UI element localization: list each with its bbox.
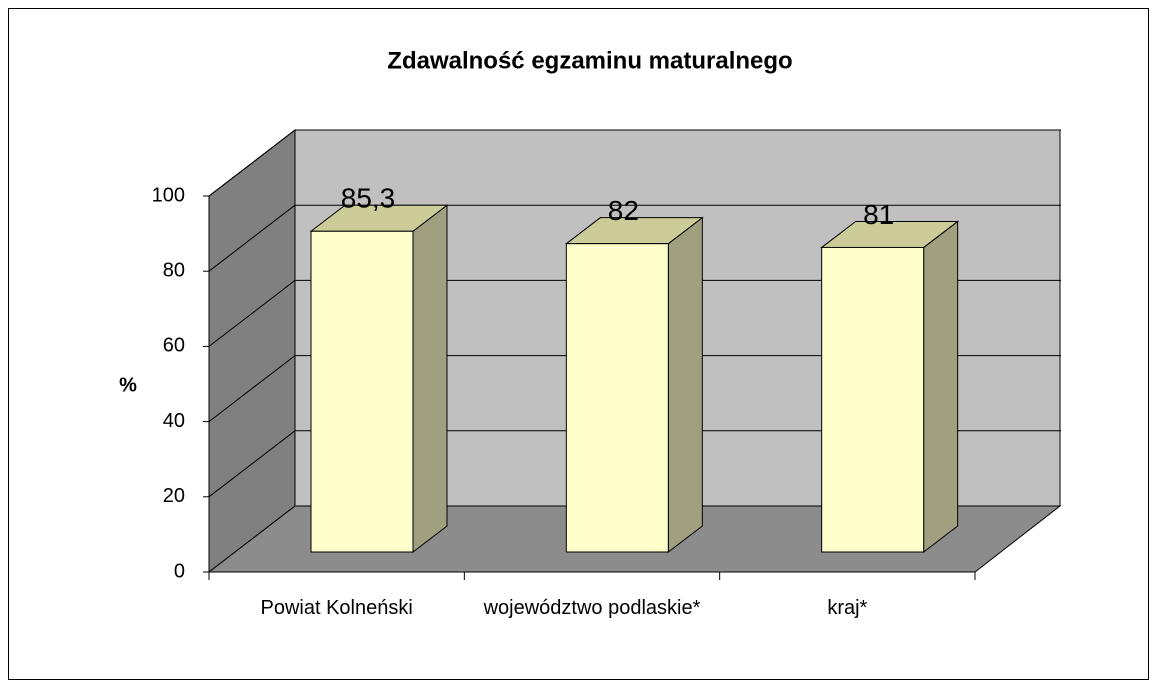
bar-side xyxy=(923,220,959,554)
left-wall xyxy=(208,128,296,574)
y-tick-label: 60 xyxy=(163,335,185,357)
grid-line xyxy=(208,129,296,197)
y-tick-label: 0 xyxy=(174,560,185,582)
y-tick-label: 20 xyxy=(163,485,185,507)
x-tick-label: Powiat Kolneński xyxy=(260,597,413,619)
y-tick-label: 80 xyxy=(163,259,185,281)
bar-side xyxy=(667,216,703,554)
grid-line xyxy=(208,204,296,272)
grid-line xyxy=(208,280,296,347)
x-tick-label: województwo podlaskie* xyxy=(483,597,701,619)
y-axis-label: % xyxy=(119,374,137,396)
value-label: 81 xyxy=(863,199,894,230)
chart-title: Zdawalność egzaminu maturalnego xyxy=(387,47,792,74)
x-tick-label: kraj* xyxy=(827,597,868,619)
value-label: 85,3 xyxy=(341,183,396,214)
bar xyxy=(310,230,414,553)
y-tick-label: 100 xyxy=(152,184,185,206)
grid-line xyxy=(208,355,296,422)
value-label: 82 xyxy=(608,195,639,226)
bar xyxy=(565,243,669,553)
grid-line xyxy=(208,430,296,498)
y-tick-label: 40 xyxy=(163,410,185,432)
bar-side xyxy=(412,204,448,554)
bar xyxy=(821,246,925,553)
